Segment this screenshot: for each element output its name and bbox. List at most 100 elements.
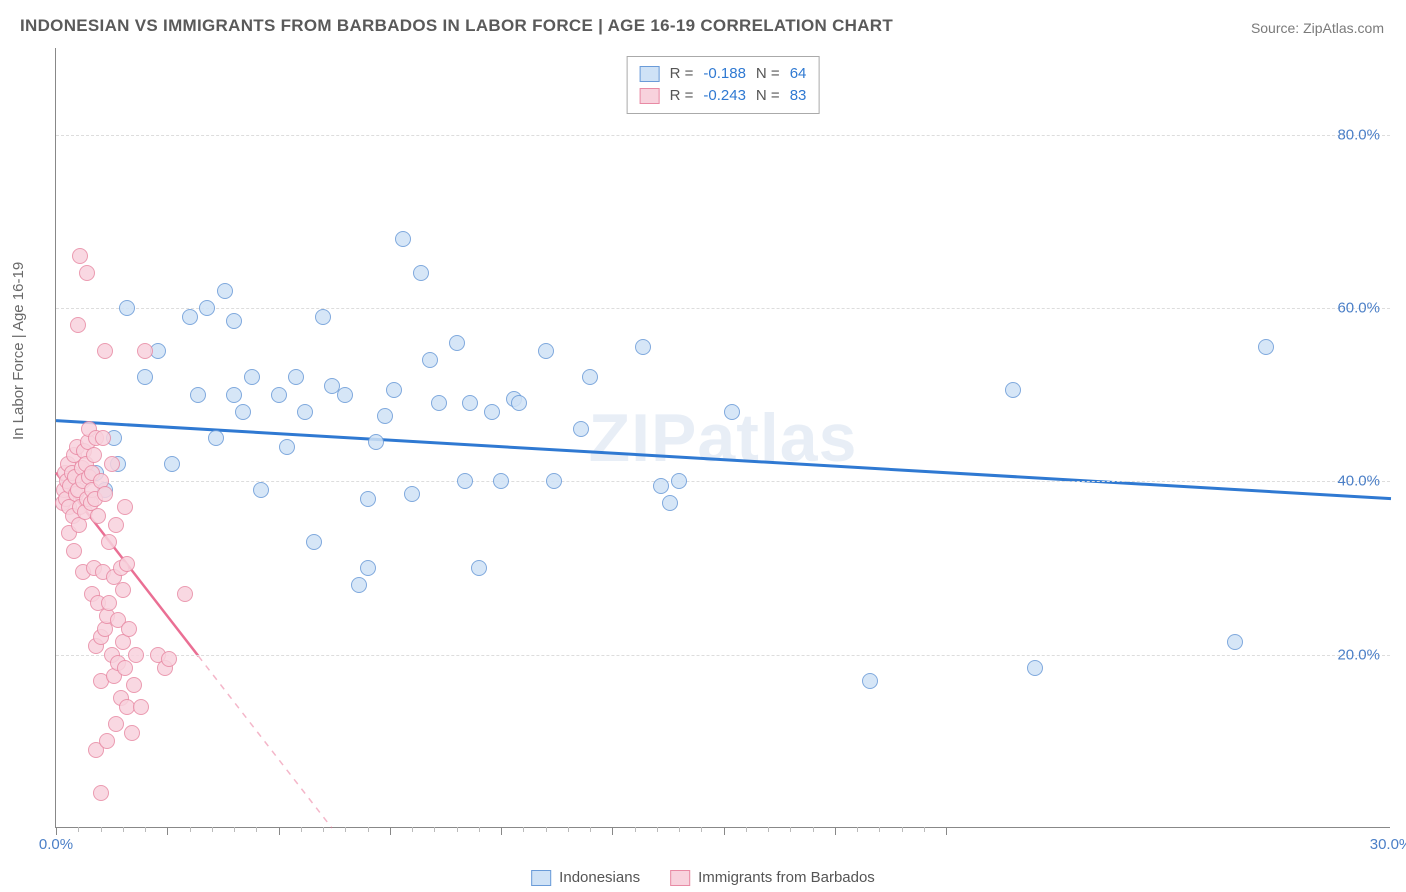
data-point [404,486,420,502]
data-point [66,543,82,559]
data-point [72,248,88,264]
legend-label-0: Indonesians [559,869,640,886]
data-point [431,395,447,411]
x-tick-minor [434,827,435,832]
data-point [244,369,260,385]
data-point [271,387,287,403]
data-point [360,560,376,576]
chart-title: INDONESIAN VS IMMIGRANTS FROM BARBADOS I… [20,16,893,36]
data-point [177,586,193,602]
data-point [97,343,113,359]
y-axis-label: In Labor Force | Age 16-19 [10,262,27,440]
x-tick-major [724,827,725,835]
data-point [101,595,117,611]
x-tick-minor [523,827,524,832]
y-tick-label: 40.0% [1337,473,1380,490]
watermark: ZIPatlas [589,399,858,477]
data-point [121,621,137,637]
data-point [164,456,180,472]
stat-R-value-0: -0.188 [703,63,746,85]
x-tick-minor [879,827,880,832]
legend-item-0: Indonesians [531,869,640,886]
x-tick-minor [902,827,903,832]
data-point [288,369,304,385]
data-point [351,577,367,593]
data-point [511,395,527,411]
stat-R-value-1: -0.243 [703,85,746,107]
data-point [119,556,135,572]
data-point [97,486,113,502]
data-point [493,473,509,489]
data-point [315,309,331,325]
x-tick-minor [924,827,925,832]
x-tick-major [167,827,168,835]
data-point [253,482,269,498]
data-point [137,369,153,385]
data-point [101,534,117,550]
legend-row-series-1: R = -0.243 N = 83 [640,85,807,107]
data-point [1027,660,1043,676]
data-point [368,434,384,450]
x-tick-minor [479,827,480,832]
x-tick-minor [368,827,369,832]
x-tick-minor [590,827,591,832]
data-point [377,408,393,424]
x-tick-minor [345,827,346,832]
stat-N-label: N = [756,85,780,107]
data-point [337,387,353,403]
x-tick-minor [101,827,102,832]
data-point [462,395,478,411]
data-point [671,473,687,489]
data-point [1005,382,1021,398]
data-point [70,317,86,333]
data-point [471,560,487,576]
data-point [79,265,95,281]
x-tick-major [612,827,613,835]
x-tick-minor [412,827,413,832]
x-tick-minor [657,827,658,832]
y-tick-label: 80.0% [1337,126,1380,143]
data-point [86,447,102,463]
x-tick-minor [78,827,79,832]
data-point [119,300,135,316]
x-tick-minor [790,827,791,832]
data-point [117,499,133,515]
data-point [279,439,295,455]
x-tick-minor [212,827,213,832]
legend-swatch-blue [640,66,660,82]
plot-area: ZIPatlas R = -0.188 N = 64 R = -0.243 N … [55,48,1390,828]
x-tick-minor [768,827,769,832]
x-tick-major [946,827,947,835]
data-point [124,725,140,741]
data-point [128,647,144,663]
gridline [56,308,1390,309]
data-point [422,352,438,368]
data-point [573,421,589,437]
legend-row-series-0: R = -0.188 N = 64 [640,63,807,85]
x-tick-major [56,827,57,835]
x-tick-minor [301,827,302,832]
x-tick-major [835,827,836,835]
y-tick-label: 20.0% [1337,646,1380,663]
x-tick-minor [145,827,146,832]
data-point [137,343,153,359]
data-point [297,404,313,420]
data-point [226,387,242,403]
data-point [662,495,678,511]
legend-swatch-pink [670,870,690,886]
x-tick-minor [234,827,235,832]
data-point [635,339,651,355]
data-point [217,283,233,299]
x-tick-minor [256,827,257,832]
gridline [56,135,1390,136]
data-point [161,651,177,667]
x-tick-minor [813,827,814,832]
data-point [724,404,740,420]
stat-N-label: N = [756,63,780,85]
data-point [133,699,149,715]
data-point [190,387,206,403]
x-tick-minor [546,827,547,832]
stat-N-value-0: 64 [790,63,807,85]
legend-label-1: Immigrants from Barbados [698,869,875,886]
x-tick-minor [857,827,858,832]
